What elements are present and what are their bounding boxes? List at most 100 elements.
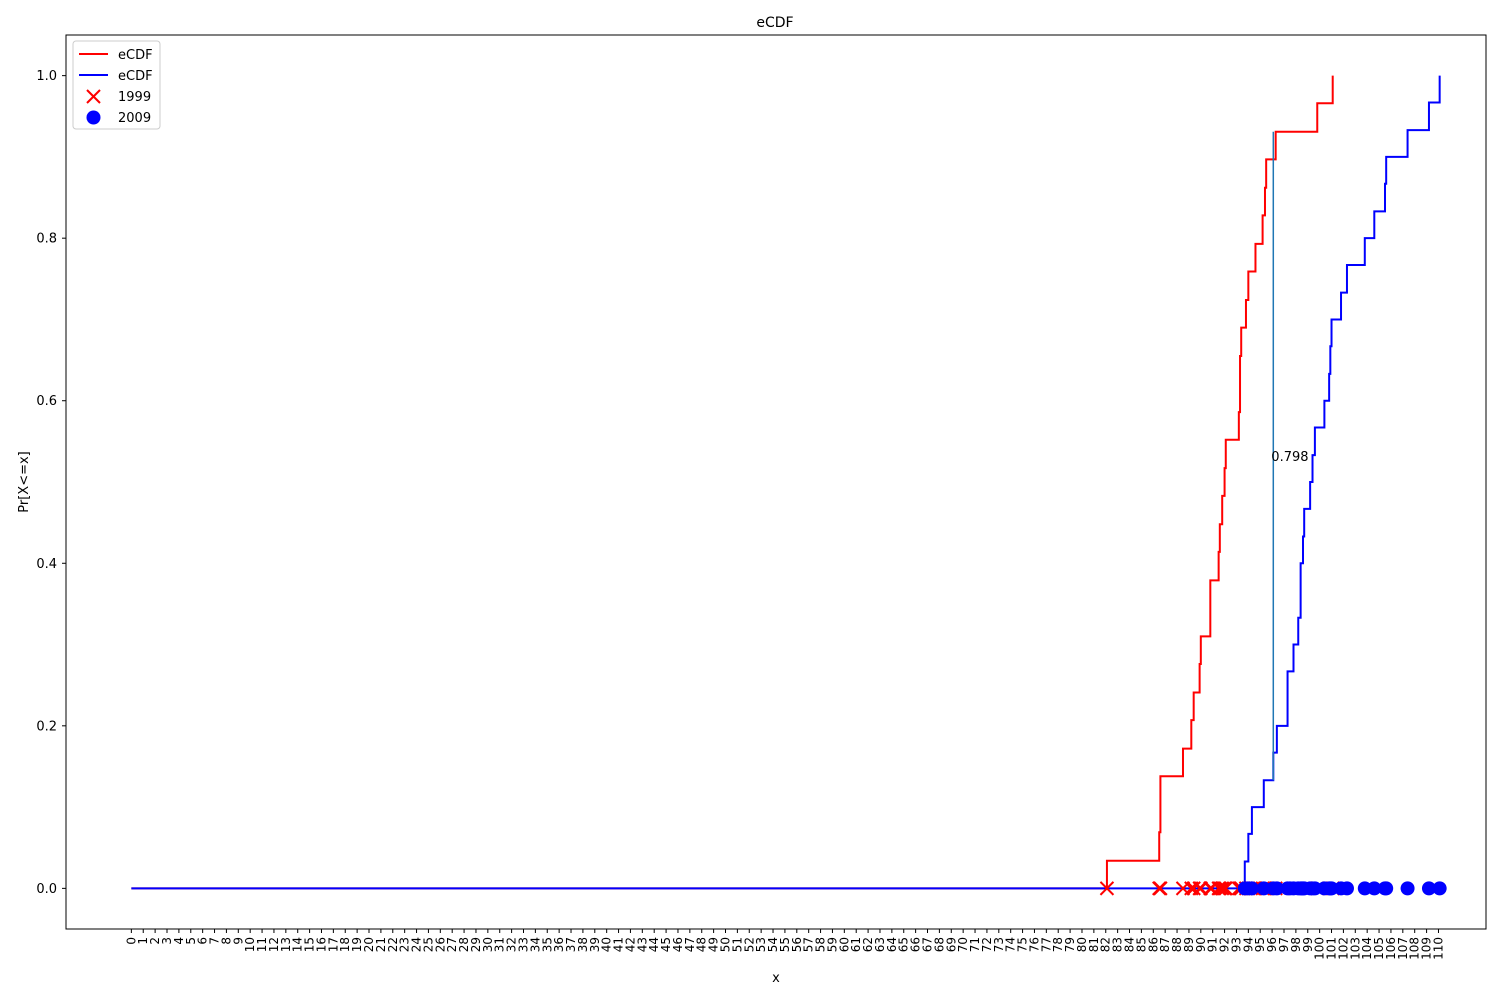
x-tick-label: 36 (552, 937, 566, 952)
x-tick-label: 90 (1194, 937, 1208, 952)
x-tick-label: 100 (1313, 937, 1327, 960)
x-tick-label: 92 (1218, 937, 1232, 952)
x-tick-label: 49 (707, 937, 721, 952)
x-tick-label: 79 (1063, 937, 1077, 952)
x-tick-label: 101 (1325, 937, 1339, 960)
x-tick-label: 97 (1277, 937, 1291, 952)
x-tick-label: 60 (837, 937, 851, 952)
x-tick-label: 51 (730, 937, 744, 952)
data-point-2009 (1432, 881, 1447, 896)
x-tick-label: 75 (1016, 937, 1030, 952)
x-tick-label: 40 (600, 937, 614, 952)
x-tick-label: 109 (1420, 937, 1434, 960)
x-tick-label: 16 (314, 937, 328, 952)
x-tick-label: 77 (1039, 937, 1053, 952)
x-tick-label: 11 (255, 937, 269, 952)
x-tick-label: 103 (1348, 937, 1362, 960)
x-tick-label: 29 (469, 937, 483, 952)
x-tick-label: 17 (326, 937, 340, 952)
x-tick-label: 44 (647, 937, 661, 952)
x-tick-label: 6 (196, 937, 210, 945)
x-tick-label: 26 (433, 937, 447, 952)
legend-entry-blue-ecdf: eCDF (79, 69, 153, 84)
x-tick-label: 93 (1229, 937, 1243, 952)
x-tick-label: 8 (219, 937, 233, 945)
chart-title: eCDF (756, 15, 793, 31)
x-tick-label: 20 (362, 937, 376, 952)
x-tick-label: 65 (897, 937, 911, 952)
x-tick-label: 106 (1384, 937, 1398, 960)
data-point-2009 (1269, 881, 1284, 896)
x-tick-label: 10 (243, 937, 257, 952)
x-tick-label: 31 (493, 937, 507, 952)
x-tick-label: 48 (695, 937, 709, 952)
x-tick-label: 22 (386, 937, 400, 952)
y-axis-ticks: 0.0 0.2 0.4 0.6 0.8 1.0 (36, 69, 66, 897)
x-tick-label: 9 (231, 937, 245, 945)
x-tick-label: 72 (980, 937, 994, 952)
data-point-2009 (1339, 881, 1354, 896)
x-tick-label: 62 (861, 937, 875, 952)
legend-label-2009: 2009 (118, 111, 151, 126)
x-tick-label: 14 (291, 937, 305, 952)
data-point-2009 (1379, 881, 1394, 896)
x-tick-label: 38 (576, 937, 590, 952)
x-tick-label: 87 (1158, 937, 1172, 952)
x-tick-label: 53 (754, 937, 768, 952)
x-tick-label: 19 (350, 937, 364, 952)
x-tick-label: 3 (160, 937, 174, 945)
x-tick-label: 46 (671, 937, 685, 952)
data-point-1999 (1186, 881, 1201, 896)
x-tick-label: 78 (1051, 937, 1065, 952)
x-tick-label: 104 (1360, 937, 1374, 960)
data-point-1999 (1212, 881, 1228, 896)
data-point-2009 (1400, 881, 1415, 896)
x-tick-label: 21 (374, 937, 388, 952)
x-tick-label: 24 (410, 937, 424, 952)
axes-frame (65, 34, 1487, 930)
x-tick-label: 59 (825, 937, 839, 952)
x-tick-label: 15 (303, 937, 317, 952)
x-tick-label: 45 (659, 937, 673, 952)
x-tick-label: 63 (873, 937, 887, 952)
x-tick-label: 105 (1372, 937, 1386, 960)
x-tick-label: 99 (1301, 937, 1315, 952)
x-tick-label: 56 (790, 937, 804, 952)
y-axis-label: Pr[X<=x] (17, 451, 32, 512)
x-tick-label: 18 (338, 937, 352, 952)
legend-label-red-ecdf: eCDF (118, 48, 153, 63)
legend-entry-1999: 1999 (86, 89, 151, 105)
x-tick-label: 0 (124, 937, 138, 945)
x-tick-label: 108 (1408, 937, 1422, 960)
x-tick-label: 41 (612, 937, 626, 952)
x-axis-ticks: 0123456789101112131415161718192021222324… (124, 929, 1445, 960)
x-tick-label: 4 (172, 937, 186, 945)
x-tick-label: 58 (814, 937, 828, 952)
x-tick-label: 55 (778, 937, 792, 952)
x-tick-label: 74 (1004, 937, 1018, 952)
x-tick-label: 82 (1099, 937, 1113, 952)
x-tick-label: 80 (1075, 937, 1089, 952)
x-tick-label: 64 (885, 937, 899, 952)
x-tick-label: 94 (1241, 937, 1255, 952)
x-tick-label: 66 (909, 937, 923, 952)
x-tick-label: 54 (766, 937, 780, 952)
x-tick-label: 57 (802, 937, 816, 952)
x-tick-label: 52 (742, 937, 756, 952)
x-tick-label: 39 (588, 937, 602, 952)
legend-label-1999: 1999 (118, 90, 151, 105)
x-tick-label: 88 (1170, 937, 1184, 952)
marker-layer (1099, 881, 1447, 896)
x-tick-label: 89 (1182, 937, 1196, 952)
x-tick-label: 110 (1431, 937, 1445, 960)
legend-label-blue-ecdf: eCDF (118, 69, 153, 84)
annotation-label: 0.798 (1271, 450, 1308, 465)
data-point-1999 (1153, 881, 1168, 896)
data-point-1999 (1218, 881, 1233, 896)
x-tick-label: 34 (528, 937, 542, 952)
x-tick-label: 1 (136, 937, 150, 945)
x-tick-label: 33 (516, 937, 530, 952)
legend-x-marker-swatch (86, 89, 101, 104)
x-tick-label: 84 (1123, 937, 1137, 952)
x-tick-label: 85 (1134, 937, 1148, 952)
